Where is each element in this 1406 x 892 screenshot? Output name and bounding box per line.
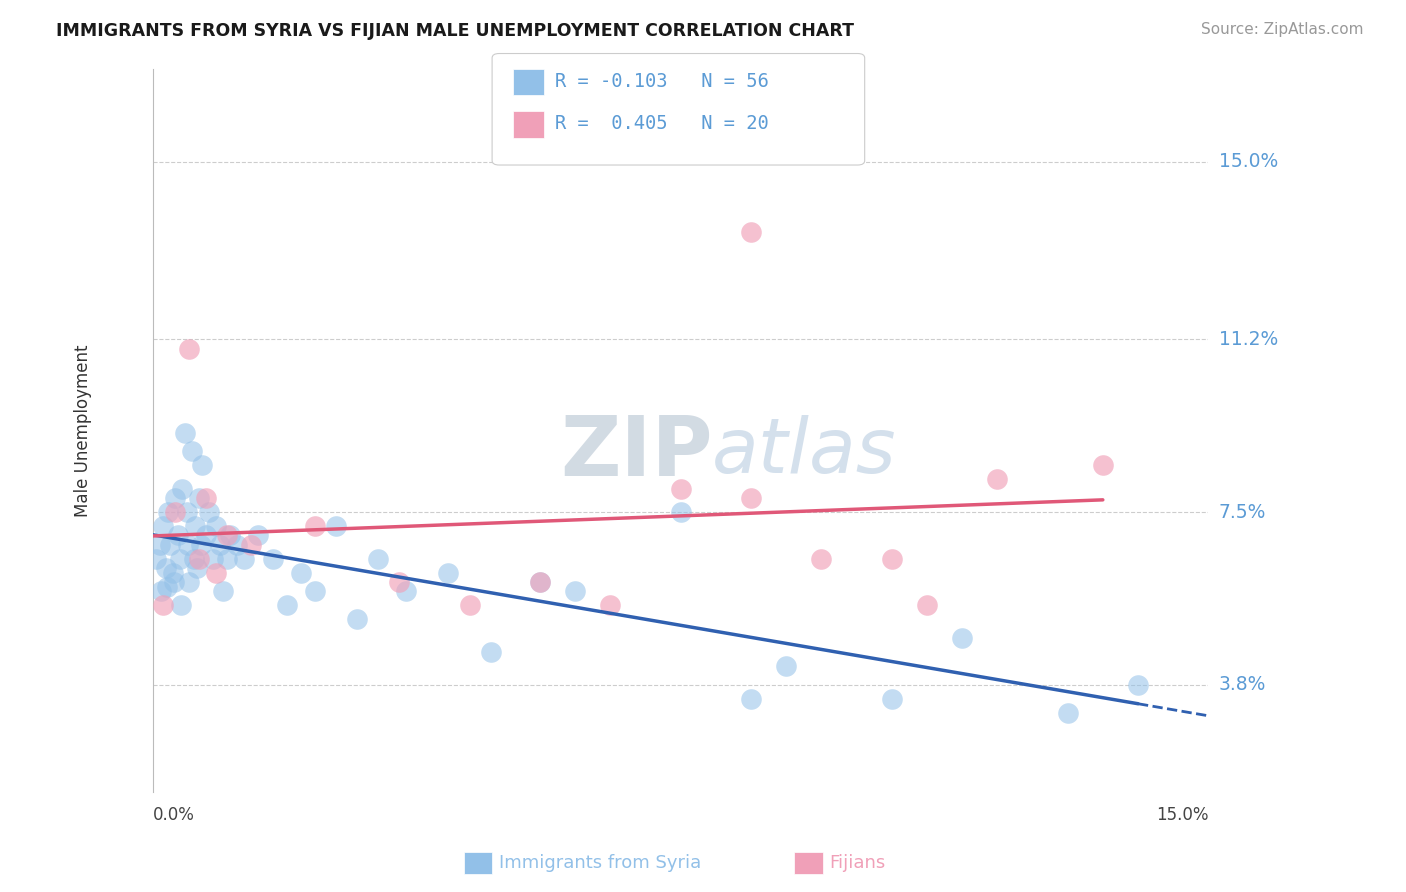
- Point: [162, 566, 184, 580]
- Point: [187, 551, 209, 566]
- Point: [880, 691, 903, 706]
- Point: [194, 491, 217, 505]
- Point: [479, 645, 502, 659]
- Point: [1056, 706, 1078, 720]
- Point: [145, 551, 167, 566]
- Point: [179, 575, 201, 590]
- Point: [247, 528, 270, 542]
- Text: 7.5%: 7.5%: [1219, 502, 1267, 522]
- Text: IMMIGRANTS FROM SYRIA VS FIJIAN MALE UNEMPLOYMENT CORRELATION CHART: IMMIGRANTS FROM SYRIA VS FIJIAN MALE UNE…: [56, 22, 855, 40]
- Point: [152, 519, 174, 533]
- Text: Immigrants from Syria: Immigrants from Syria: [499, 855, 702, 872]
- Point: [290, 566, 312, 580]
- Point: [179, 342, 201, 356]
- Point: [215, 528, 238, 542]
- Point: [669, 482, 692, 496]
- Point: [810, 551, 832, 566]
- Text: atlas: atlas: [713, 415, 897, 489]
- Point: [163, 575, 186, 590]
- Text: R =  0.405   N = 20: R = 0.405 N = 20: [555, 113, 769, 133]
- Point: [156, 580, 179, 594]
- Point: [233, 551, 256, 566]
- Point: [198, 505, 221, 519]
- Point: [437, 566, 460, 580]
- Point: [201, 551, 224, 566]
- Point: [325, 519, 347, 533]
- Point: [915, 599, 938, 613]
- Point: [191, 458, 214, 473]
- Point: [276, 599, 298, 613]
- Text: 3.8%: 3.8%: [1219, 675, 1267, 694]
- Text: ZIP: ZIP: [560, 411, 713, 492]
- Point: [262, 551, 284, 566]
- Text: Fijians: Fijians: [830, 855, 886, 872]
- Point: [240, 538, 263, 552]
- Text: R = -0.103   N = 56: R = -0.103 N = 56: [555, 71, 769, 91]
- Point: [986, 472, 1008, 486]
- Point: [367, 551, 389, 566]
- Point: [740, 225, 762, 239]
- Text: 15.0%: 15.0%: [1156, 806, 1208, 824]
- Point: [669, 505, 692, 519]
- Point: [1091, 458, 1114, 473]
- Point: [304, 584, 326, 599]
- Point: [155, 561, 177, 575]
- Point: [740, 491, 762, 505]
- Point: [169, 551, 191, 566]
- Point: [205, 519, 228, 533]
- Point: [226, 538, 249, 552]
- Point: [529, 575, 551, 590]
- Point: [740, 691, 762, 706]
- Text: 11.2%: 11.2%: [1219, 330, 1278, 349]
- Point: [187, 491, 209, 505]
- Point: [176, 505, 198, 519]
- Point: [346, 612, 368, 626]
- Point: [166, 528, 188, 542]
- Point: [194, 528, 217, 542]
- Point: [950, 631, 973, 645]
- Point: [880, 551, 903, 566]
- Point: [177, 538, 200, 552]
- Point: [180, 444, 202, 458]
- Point: [219, 528, 242, 542]
- Text: 15.0%: 15.0%: [1219, 153, 1278, 171]
- Point: [149, 538, 172, 552]
- Point: [205, 566, 228, 580]
- Point: [388, 575, 411, 590]
- Point: [165, 505, 187, 519]
- Point: [208, 538, 231, 552]
- Point: [150, 584, 173, 599]
- Point: [564, 584, 586, 599]
- Point: [599, 599, 621, 613]
- Point: [159, 538, 181, 552]
- Point: [157, 505, 180, 519]
- Point: [152, 599, 174, 613]
- Point: [212, 584, 235, 599]
- Point: [184, 519, 207, 533]
- Point: [215, 551, 238, 566]
- Point: [775, 659, 797, 673]
- Point: [395, 584, 418, 599]
- Point: [304, 519, 326, 533]
- Point: [172, 482, 194, 496]
- Text: 0.0%: 0.0%: [153, 806, 195, 824]
- Point: [165, 491, 187, 505]
- Point: [190, 538, 212, 552]
- Point: [170, 599, 193, 613]
- Text: Source: ZipAtlas.com: Source: ZipAtlas.com: [1201, 22, 1364, 37]
- Point: [458, 599, 481, 613]
- Point: [186, 561, 208, 575]
- Point: [173, 425, 195, 440]
- Point: [183, 551, 205, 566]
- Text: Male Unemployment: Male Unemployment: [73, 344, 91, 516]
- Point: [529, 575, 551, 590]
- Point: [1126, 678, 1149, 692]
